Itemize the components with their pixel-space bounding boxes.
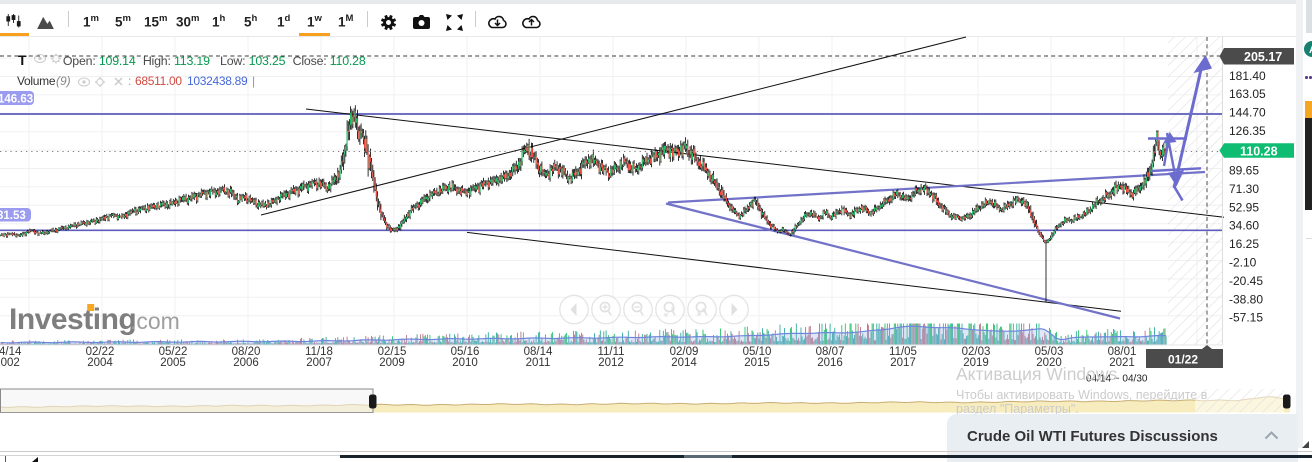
svg-text:144.70: 144.70 bbox=[1229, 106, 1266, 120]
svg-text:2020: 2020 bbox=[1036, 357, 1062, 369]
svg-text:163.05: 163.05 bbox=[1229, 87, 1266, 101]
svg-text:126.35: 126.35 bbox=[1229, 124, 1266, 138]
svg-text:02/09: 02/09 bbox=[670, 346, 699, 358]
svg-text:2007: 2007 bbox=[306, 357, 332, 369]
svg-text:2021: 2021 bbox=[1109, 357, 1135, 369]
svg-text:2006: 2006 bbox=[233, 357, 259, 369]
svg-text:52.95: 52.95 bbox=[1229, 200, 1259, 214]
svg-text:05/10: 05/10 bbox=[743, 346, 772, 358]
svg-text:110.28: 110.28 bbox=[1240, 144, 1278, 158]
svg-text:11/18: 11/18 bbox=[305, 346, 333, 358]
svg-text:2015: 2015 bbox=[744, 357, 770, 369]
svg-text:04/14: 04/14 bbox=[0, 346, 22, 358]
svg-text:01/22: 01/22 bbox=[1168, 353, 1198, 367]
svg-text:2005: 2005 bbox=[160, 357, 186, 369]
svg-text:2012: 2012 bbox=[598, 357, 624, 369]
svg-text:Investing: Investing bbox=[9, 303, 136, 336]
svg-text:11/11: 11/11 bbox=[597, 346, 624, 358]
svg-text:05/22: 05/22 bbox=[159, 346, 188, 358]
svg-text:2017: 2017 bbox=[890, 357, 916, 369]
svg-text:2014: 2014 bbox=[671, 357, 697, 369]
svg-text:146.63: 146.63 bbox=[0, 94, 33, 106]
svg-text:2016: 2016 bbox=[817, 357, 843, 369]
svg-text:-20.45: -20.45 bbox=[1229, 274, 1263, 288]
svg-text:2009: 2009 bbox=[379, 357, 405, 369]
svg-text:2010: 2010 bbox=[452, 357, 478, 369]
svg-text:-57.15: -57.15 bbox=[1229, 311, 1263, 325]
svg-text:04/14 − 04/30: 04/14 − 04/30 bbox=[1086, 374, 1148, 385]
svg-text:89.65: 89.65 bbox=[1229, 164, 1259, 178]
svg-text:05/03: 05/03 bbox=[1035, 346, 1064, 358]
svg-text:Активация Windows: Активация Windows bbox=[956, 364, 1118, 384]
svg-text:08/20: 08/20 bbox=[232, 346, 261, 358]
svg-text:181.40: 181.40 bbox=[1229, 69, 1266, 83]
svg-text:2011: 2011 bbox=[526, 357, 551, 369]
svg-text:08/01: 08/01 bbox=[1108, 346, 1137, 358]
svg-text:раздел "Параметры".: раздел "Параметры". bbox=[956, 402, 1079, 416]
svg-text:08/14: 08/14 bbox=[524, 346, 553, 358]
svg-text:.com: .com bbox=[130, 308, 180, 334]
svg-text:205.17: 205.17 bbox=[1244, 50, 1282, 64]
svg-text:71.30: 71.30 bbox=[1229, 182, 1259, 196]
svg-text:2004: 2004 bbox=[87, 357, 113, 369]
svg-text:02/22: 02/22 bbox=[86, 346, 115, 358]
svg-text:02/15: 02/15 bbox=[378, 346, 407, 358]
svg-text:34.60: 34.60 bbox=[1229, 219, 1259, 233]
svg-text:2002: 2002 bbox=[0, 357, 20, 369]
svg-text:05/16: 05/16 bbox=[451, 346, 480, 358]
svg-text:02/03: 02/03 bbox=[962, 346, 991, 358]
svg-text:11/05: 11/05 bbox=[889, 346, 917, 358]
svg-text:-38.80: -38.80 bbox=[1229, 292, 1263, 306]
svg-text:08/07: 08/07 bbox=[816, 346, 845, 358]
svg-text:-2.10: -2.10 bbox=[1229, 256, 1257, 270]
svg-text:16.25: 16.25 bbox=[1229, 237, 1259, 251]
svg-text:2019: 2019 bbox=[963, 357, 989, 369]
svg-text:Чтобы активировать Windows, пе: Чтобы активировать Windows, перейдите в bbox=[956, 388, 1208, 402]
svg-text:31.53: 31.53 bbox=[0, 210, 26, 222]
